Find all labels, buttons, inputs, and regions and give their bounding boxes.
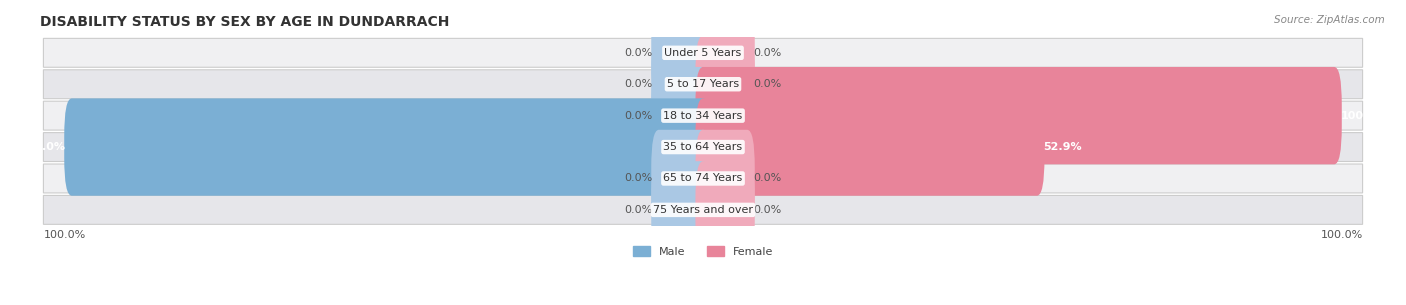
Text: 0.0%: 0.0% (624, 205, 652, 215)
Text: 18 to 34 Years: 18 to 34 Years (664, 111, 742, 121)
FancyBboxPatch shape (651, 161, 710, 259)
Text: 0.0%: 0.0% (754, 79, 782, 89)
Text: 52.9%: 52.9% (1043, 142, 1081, 152)
Text: 0.0%: 0.0% (624, 174, 652, 184)
FancyBboxPatch shape (651, 130, 710, 227)
Text: Under 5 Years: Under 5 Years (665, 48, 741, 58)
FancyBboxPatch shape (696, 99, 1045, 196)
FancyBboxPatch shape (44, 38, 1362, 67)
FancyBboxPatch shape (44, 164, 1362, 193)
FancyBboxPatch shape (44, 133, 1362, 162)
Text: 5 to 17 Years: 5 to 17 Years (666, 79, 740, 89)
Text: 0.0%: 0.0% (754, 48, 782, 58)
FancyBboxPatch shape (696, 161, 755, 259)
Text: 100.0%: 100.0% (20, 142, 66, 152)
Text: 0.0%: 0.0% (754, 174, 782, 184)
FancyBboxPatch shape (696, 130, 755, 227)
Text: 100.0%: 100.0% (44, 230, 86, 240)
FancyBboxPatch shape (44, 196, 1362, 224)
FancyBboxPatch shape (696, 67, 1341, 164)
Text: 75 Years and over: 75 Years and over (652, 205, 754, 215)
Text: 35 to 64 Years: 35 to 64 Years (664, 142, 742, 152)
Text: 100.0%: 100.0% (1320, 230, 1362, 240)
Text: 0.0%: 0.0% (754, 205, 782, 215)
FancyBboxPatch shape (65, 99, 710, 196)
Text: 0.0%: 0.0% (624, 48, 652, 58)
Text: 100.0%: 100.0% (1340, 111, 1386, 121)
FancyBboxPatch shape (696, 36, 755, 133)
Legend: Male, Female: Male, Female (628, 242, 778, 261)
FancyBboxPatch shape (44, 101, 1362, 130)
FancyBboxPatch shape (651, 4, 710, 102)
FancyBboxPatch shape (44, 70, 1362, 99)
Text: 0.0%: 0.0% (624, 79, 652, 89)
Text: DISABILITY STATUS BY SEX BY AGE IN DUNDARRACH: DISABILITY STATUS BY SEX BY AGE IN DUNDA… (41, 15, 450, 29)
FancyBboxPatch shape (651, 36, 710, 133)
Text: 65 to 74 Years: 65 to 74 Years (664, 174, 742, 184)
FancyBboxPatch shape (696, 4, 755, 102)
Text: Source: ZipAtlas.com: Source: ZipAtlas.com (1274, 15, 1385, 25)
FancyBboxPatch shape (651, 67, 710, 164)
Text: 0.0%: 0.0% (624, 111, 652, 121)
